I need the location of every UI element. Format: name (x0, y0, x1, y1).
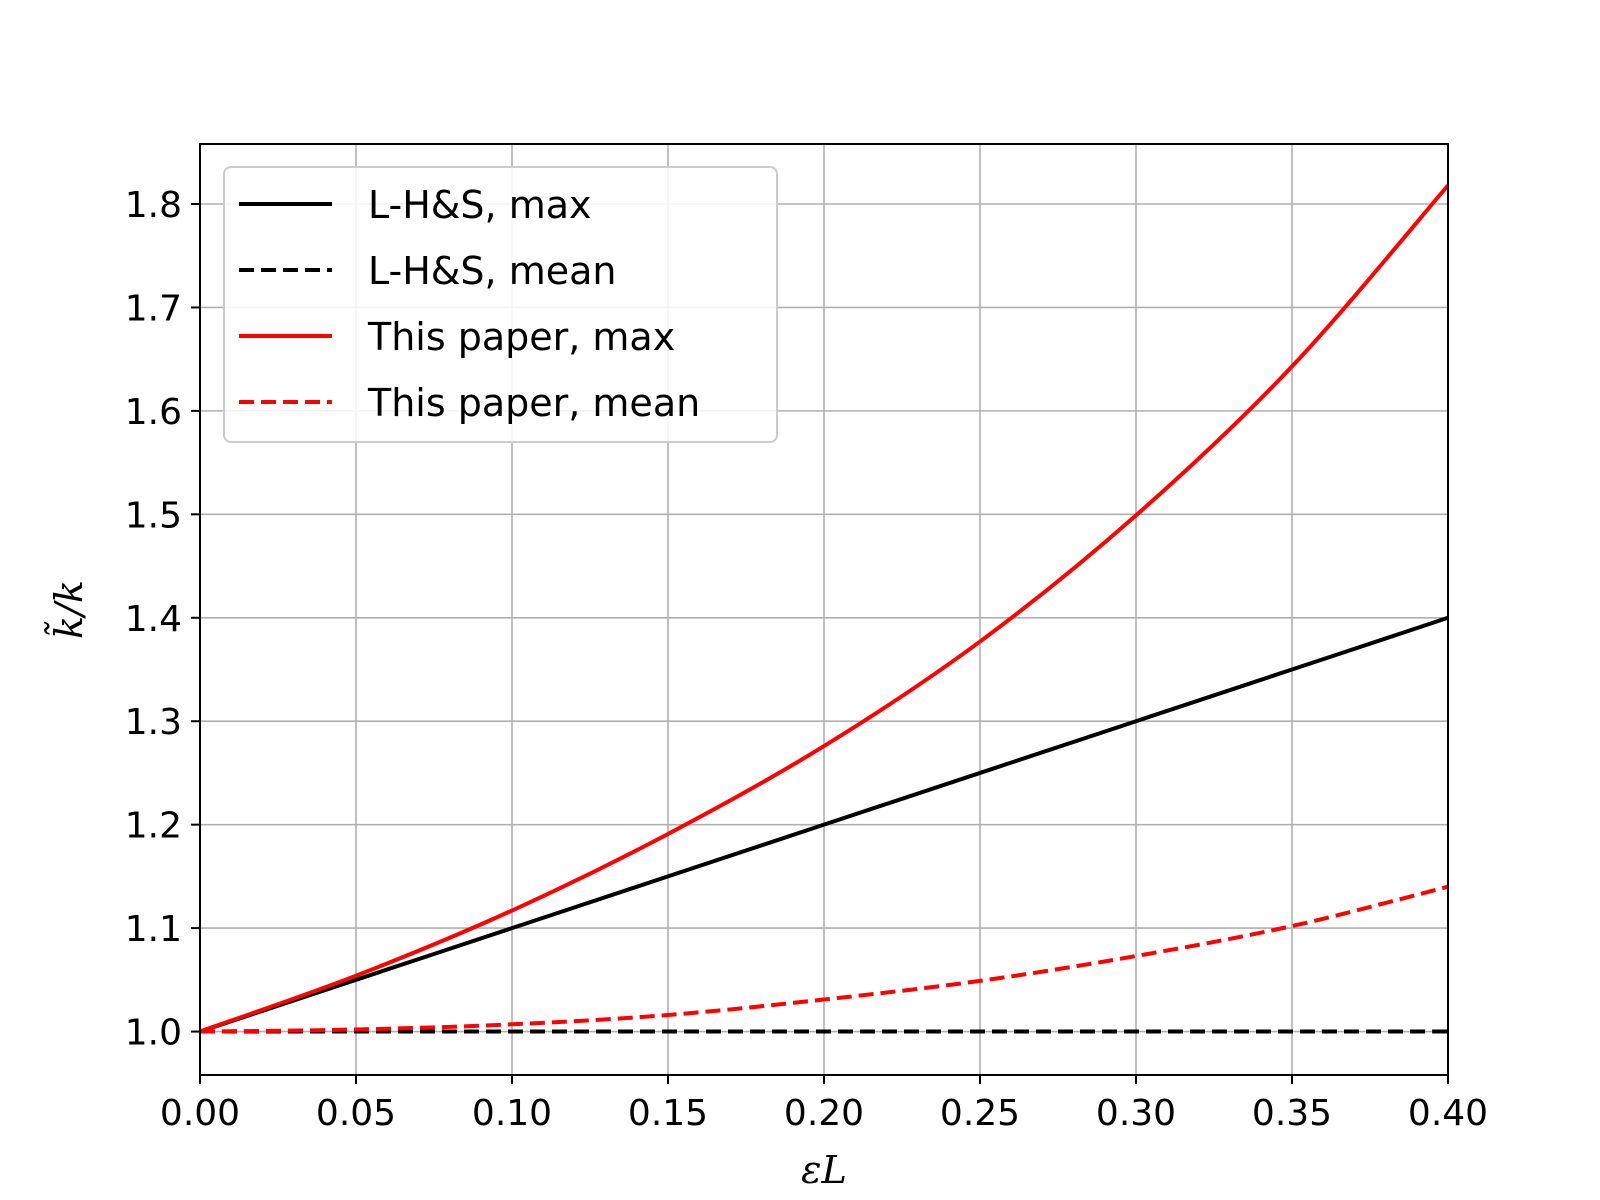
y-tick-label: 1.6 (125, 392, 182, 433)
series-layer (199, 184, 1450, 1034)
legend: L-H&S, max L-H&S, mean This paper, max This… (223, 166, 778, 443)
series-line-l-h-s-max (199, 615, 1449, 1034)
series-line-this-paper-max (199, 184, 1450, 1034)
y-tick-label: 1.3 (125, 702, 182, 743)
x-tick-label: 0.15 (628, 1093, 708, 1134)
y-tick-label: 1.0 (125, 1013, 182, 1054)
legend-label: This paper, max (367, 315, 675, 359)
x-axis-label: εL (801, 1148, 847, 1192)
y-tick-label: 1.1 (125, 909, 182, 950)
legend-label: L-H&S, mean (368, 249, 616, 293)
x-tick-label: 0.25 (940, 1093, 1020, 1134)
axis-ticks: 0.00 0.05 0.10 0.15 0.20 0.25 0.30 0.35 0.40 1.0 1… (125, 185, 1488, 1134)
y-tick-label: 1.7 (125, 288, 182, 329)
y-axis-label: k̃/k (44, 580, 91, 639)
x-tick-label: 0.35 (1252, 1093, 1332, 1134)
y-tick-label: 1.2 (125, 806, 182, 847)
legend-label: L-H&S, max (368, 183, 592, 227)
grid (199, 144, 1449, 1075)
x-tick-label: 0.20 (784, 1093, 864, 1134)
x-tick-label: 0.30 (1096, 1093, 1176, 1134)
x-tick-label: 0.05 (316, 1093, 396, 1134)
legend-box (223, 166, 778, 443)
y-tick-label: 1.8 (125, 185, 182, 226)
x-tick-label: 0.10 (472, 1093, 552, 1134)
x-tick-label: 0.40 (1408, 1093, 1488, 1134)
x-tick-label: 0.00 (160, 1093, 240, 1134)
series-line-this-paper-mean (199, 884, 1449, 1034)
y-tick-label: 1.5 (125, 495, 182, 536)
y-tick-label: 1.4 (125, 599, 182, 640)
legend-label: This paper, mean (367, 381, 700, 425)
